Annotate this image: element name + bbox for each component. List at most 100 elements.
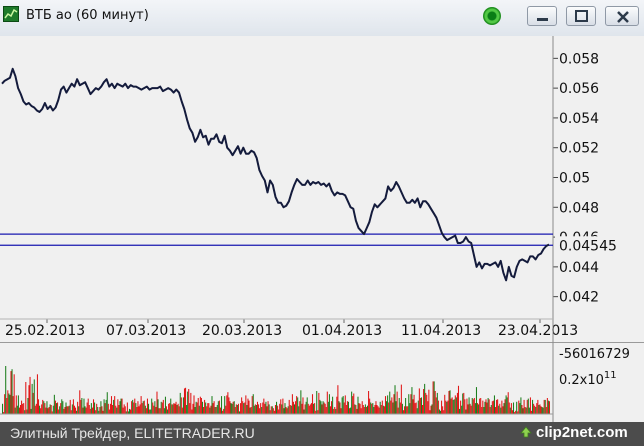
- volume-bar: [15, 395, 17, 414]
- volume-bar: [488, 399, 490, 414]
- volume-bar: [525, 407, 527, 414]
- close-button[interactable]: [605, 6, 639, 26]
- volume-bar: [140, 396, 142, 414]
- volume-bar: [117, 399, 119, 414]
- volume-bar: [374, 405, 376, 414]
- volume-bar: [415, 402, 417, 414]
- minimize-button[interactable]: [527, 6, 557, 26]
- volume-bar: [511, 410, 513, 414]
- volume-tick-label-scale: 0.2x1011: [559, 370, 617, 388]
- volume-bar: [447, 400, 449, 414]
- volume-bar: [322, 401, 324, 414]
- volume-bar: [546, 398, 548, 414]
- volume-bar: [156, 391, 158, 414]
- volume-chart[interactable]: -56016729 0.2x1011: [0, 342, 644, 422]
- volume-bar: [436, 392, 438, 414]
- volume-bar: [102, 410, 104, 414]
- volume-bar: [542, 407, 544, 414]
- volume-bar: [280, 399, 282, 414]
- maximize-button[interactable]: [566, 6, 596, 26]
- volume-tick-base: 0.2x10: [559, 373, 604, 388]
- volume-bar: [345, 405, 347, 414]
- volume-bar: [337, 385, 339, 414]
- volume-bar: [213, 401, 215, 414]
- volume-bar: [302, 397, 304, 414]
- volume-bar: [384, 396, 387, 414]
- volume-bar: [151, 398, 153, 414]
- title-bar[interactable]: ВТБ ао (60 минут): [0, 0, 644, 37]
- volume-bar: [482, 400, 484, 414]
- y-axis: 0.0580.0560.0540.0520.050.0480.0460.0440…: [553, 51, 599, 306]
- last-value-label-bg: [555, 236, 625, 254]
- volume-bar: [291, 394, 293, 414]
- volume-bar: [217, 401, 219, 414]
- volume-bar: [204, 399, 206, 414]
- volume-bar: [445, 400, 447, 414]
- volume-bar: [541, 407, 543, 414]
- volume-bar: [247, 398, 249, 414]
- volume-bar: [267, 401, 269, 414]
- volume-bar: [235, 404, 237, 414]
- volume-bar: [118, 405, 120, 414]
- volume-bar: [198, 405, 200, 414]
- volume-bar: [143, 400, 145, 414]
- volume-bar: [224, 396, 226, 414]
- volume-panel[interactable]: -56016729 0.2x1011: [0, 342, 644, 422]
- volume-bar: [215, 407, 217, 414]
- volume-bar: [459, 408, 461, 414]
- volume-bar: [34, 405, 36, 414]
- volume-bar: [306, 397, 308, 414]
- volume-bar: [357, 396, 359, 414]
- volume-bar: [496, 399, 498, 414]
- volume-bar: [249, 407, 251, 414]
- volume-bar: [21, 400, 23, 414]
- volume-bar: [394, 385, 396, 414]
- volume-bar: [301, 403, 303, 414]
- volume-bar: [414, 403, 416, 414]
- minimize-icon: [537, 18, 548, 21]
- volume-bar: [24, 410, 26, 414]
- volume-bar: [104, 403, 106, 414]
- volume-bar: [470, 405, 472, 414]
- volume-bar: [438, 409, 440, 414]
- volume-bar: [526, 399, 528, 414]
- clip2net-logo[interactable]: clip2net.com: [519, 424, 628, 444]
- volume-bar: [506, 397, 508, 414]
- volume-bar: [126, 402, 128, 414]
- volume-bar: [49, 404, 51, 414]
- volume-bar: [269, 410, 271, 414]
- price-chart-panel[interactable]: 25.02.2013 07.03.2013 20.03.2013 01.04.2013…: [0, 36, 644, 342]
- volume-bar: [51, 411, 53, 414]
- volume-bar: [168, 403, 170, 414]
- volume-bar: [524, 407, 526, 414]
- volume-bar: [78, 406, 80, 414]
- volume-bar: [380, 405, 382, 414]
- volume-bar: [17, 395, 19, 414]
- volume-bar: [44, 403, 46, 414]
- price-series-line: [1, 67, 550, 282]
- volume-bar: [19, 405, 22, 414]
- volume-bar: [83, 398, 85, 414]
- volume-bar: [13, 374, 15, 414]
- price-chart[interactable]: 25.02.2013 07.03.2013 20.03.2013 01.04.2013…: [0, 36, 644, 342]
- volume-bar: [433, 381, 435, 414]
- volume-bar: [521, 405, 523, 414]
- volume-bar: [512, 402, 515, 414]
- volume-bar: [516, 401, 518, 414]
- volume-bar: [486, 402, 488, 414]
- volume-bar: [282, 398, 284, 414]
- volume-bar: [201, 401, 204, 414]
- volume-bar: [238, 411, 241, 414]
- volume-bar: [260, 403, 262, 414]
- volume-bar: [69, 399, 71, 414]
- volume-bar: [451, 397, 453, 414]
- x-tick-label: 25.02.2013: [5, 323, 85, 339]
- volume-bar: [397, 407, 399, 414]
- volume-bar: [326, 391, 328, 414]
- volume-bar: [442, 406, 444, 414]
- volume-bar: [336, 396, 338, 414]
- volume-bar: [500, 407, 502, 414]
- volume-bar: [518, 400, 520, 414]
- volume-bar: [174, 403, 176, 414]
- volume-bar: [94, 402, 96, 414]
